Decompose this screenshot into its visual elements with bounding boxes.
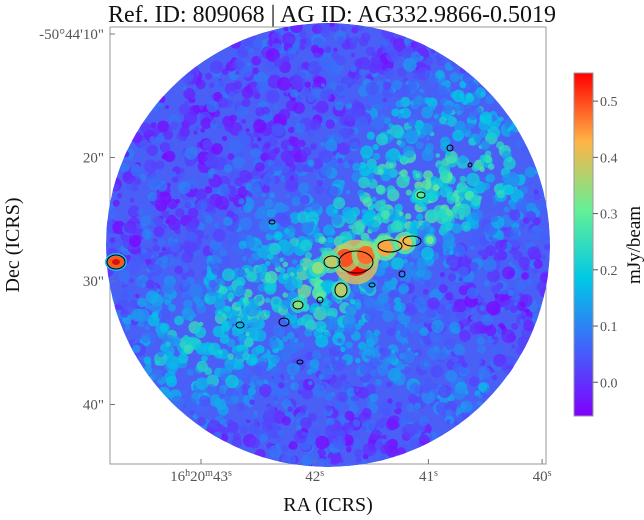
- emission-texture: [106, 23, 550, 467]
- x-tick-part: m: [205, 468, 213, 479]
- colorbar-gradient: [573, 72, 594, 417]
- colorbar-tick-label: 0.5: [600, 95, 618, 110]
- x-tick-label: 16h20m43s: [170, 468, 232, 486]
- image-panel: [105, 23, 550, 467]
- colorbar-tick-label: 0.4: [600, 151, 618, 166]
- x-axis-ticks: 16h20m43s 42s 41s 40s: [170, 459, 552, 486]
- colorbar-tick-label: 0.2: [600, 264, 618, 279]
- x-tick-part: s: [548, 468, 552, 479]
- x-tick-part: 16: [170, 469, 186, 485]
- x-tick-part: 42: [305, 469, 320, 485]
- y-axis-label: Dec (ICRS): [2, 198, 24, 293]
- x-tick-label: 41s: [419, 468, 438, 486]
- emission-map: [106, 23, 550, 467]
- x-tick-part: 20: [190, 469, 205, 485]
- emission-peaks: [290, 187, 437, 313]
- y-tick-label: 40": [83, 398, 104, 414]
- x-tick-part: s: [228, 468, 232, 479]
- colorbar-tick-label: 0.1: [600, 320, 618, 335]
- x-tick-part: s: [320, 468, 324, 479]
- colorbar-ticks: 0.0 0.1 0.2 0.3 0.4 0.5: [593, 95, 618, 391]
- colorbar-label: mJy/beam: [624, 206, 644, 284]
- x-tick-part: 43: [213, 469, 228, 485]
- y-tick-label: 30": [83, 274, 104, 290]
- y-axis-ticks: -50°44'10" 20" 30" 40": [39, 27, 115, 414]
- x-tick-part: s: [434, 468, 438, 479]
- x-tick-part: 40: [533, 469, 548, 485]
- colorbar-tick-label: 0.0: [600, 376, 618, 391]
- edge-source: [105, 253, 127, 271]
- x-tick-part: 41: [419, 469, 434, 485]
- colorbar-tick-label: 0.3: [600, 208, 618, 223]
- y-tick-label: -50°44'10": [39, 27, 104, 43]
- colorbar: 0.0 0.1 0.2 0.3 0.4 0.5 mJy/beam: [573, 72, 644, 417]
- contour-lines: [235, 144, 473, 365]
- x-tick-label: 42s: [305, 468, 324, 486]
- x-tick-part: h: [185, 468, 190, 479]
- x-axis-label: RA (ICRS): [283, 494, 372, 516]
- x-tick-label: 40s: [533, 468, 552, 486]
- y-tick-label: 20": [83, 151, 104, 167]
